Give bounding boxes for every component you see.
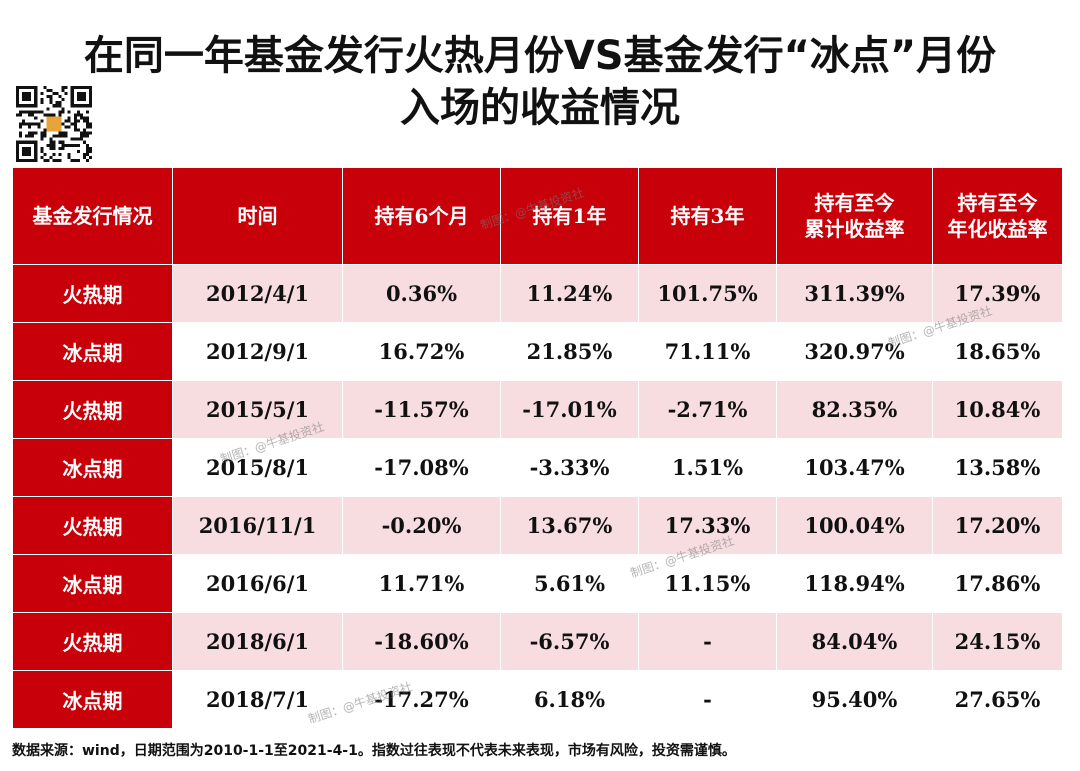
annualized-return-cell: 18.65%: [932, 322, 1063, 381]
date-cell: 2018/6/1: [172, 612, 343, 671]
annualized-return-cell: 17.39%: [932, 264, 1063, 323]
date-cell: 2015/8/1: [172, 438, 343, 497]
hold-1y-cell: 5.61%: [500, 554, 639, 613]
annualized-return-cell: 10.84%: [932, 380, 1063, 439]
hold-3y-cell: -: [638, 670, 777, 729]
annualized-return-cell: 13.58%: [932, 438, 1063, 497]
period-cell: 火热期: [12, 264, 173, 323]
annualized-return-cell: 27.65%: [932, 670, 1063, 729]
table-row: 冰点期 2012/9/1 16.72% 21.85% 71.11% 320.97% 18.6…: [12, 322, 1063, 381]
hold-6m-cell: 16.72%: [342, 322, 501, 381]
date-cell: 2012/4/1: [172, 264, 343, 323]
cumulative-return-cell: 95.40%: [776, 670, 933, 729]
cumulative-return-cell: 311.39%: [776, 264, 933, 323]
table-row: 冰点期 2015/8/1 -17.08% -3.33% 1.51% 103.47% 13.5…: [12, 438, 1063, 497]
hold-3y-cell: -: [638, 612, 777, 671]
column-header: 持有3年: [638, 167, 777, 265]
table-row: 火热期 2012/4/1 0.36% 11.24% 101.75% 311.39% 17.3…: [12, 264, 1063, 323]
cumulative-return-cell: 103.47%: [776, 438, 933, 497]
annualized-return-cell: 17.86%: [932, 554, 1063, 613]
source-note: 数据来源：wind，日期范围为2010-1-1至2021-4-1。指数过往表现不…: [12, 743, 736, 759]
hold-3y-cell: 11.15%: [638, 554, 777, 613]
cumulative-return-cell: 84.04%: [776, 612, 933, 671]
annualized-return-cell: 17.20%: [932, 496, 1063, 555]
period-cell: 冰点期: [12, 438, 173, 497]
hold-6m-cell: -18.60%: [342, 612, 501, 671]
hold-1y-cell: 6.18%: [500, 670, 639, 729]
hold-1y-cell: 13.67%: [500, 496, 639, 555]
hold-6m-cell: -11.57%: [342, 380, 501, 439]
hold-1y-cell: 11.24%: [500, 264, 639, 323]
date-cell: 2016/6/1: [172, 554, 343, 613]
cumulative-return-cell: 320.97%: [776, 322, 933, 381]
date-cell: 2015/5/1: [172, 380, 343, 439]
period-cell: 火热期: [12, 496, 173, 555]
column-header: 持有6个月: [342, 167, 501, 265]
period-cell: 冰点期: [12, 670, 173, 729]
period-cell: 冰点期: [12, 322, 173, 381]
column-header: 持有至今 年化收益率: [932, 167, 1063, 265]
title-line-1: 在同一年基金发行火热月份VS基金发行“冰点”月份: [83, 33, 997, 79]
hold-6m-cell: 11.71%: [342, 554, 501, 613]
qr-code-icon: [16, 86, 92, 162]
hold-1y-cell: -3.33%: [500, 438, 639, 497]
returns-table: 基金发行情况 时间 持有6个月 持有1年 持有3年 持有至今 累计收益率 持有至今 年化收益…: [12, 167, 1063, 729]
cumulative-return-cell: 118.94%: [776, 554, 933, 613]
hold-1y-cell: -17.01%: [500, 380, 639, 439]
table-row: 火热期 2018/6/1 -18.60% -6.57% -84.04% 24.15%: [12, 612, 1063, 671]
page-title: 在同一年基金发行火热月份VS基金发行“冰点”月份 入场的收益情况: [0, 30, 1080, 134]
hold-3y-cell: 17.33%: [638, 496, 777, 555]
hold-3y-cell: 1.51%: [638, 438, 777, 497]
table-row: 冰点期 2018/7/1 -17.27% 6.18% -95.40% 27.65%: [12, 670, 1063, 729]
hold-6m-cell: -17.27%: [342, 670, 501, 729]
column-header: 基金发行情况: [12, 167, 173, 265]
column-header: 持有至今 累计收益率: [776, 167, 933, 265]
table-header-row: 基金发行情况 时间 持有6个月 持有1年 持有3年 持有至今 累计收益率 持有至今 年化收益…: [12, 167, 1063, 265]
date-cell: 2016/11/1: [172, 496, 343, 555]
table-row: 冰点期 2016/6/1 11.71% 5.61% 11.15% 118.94% 17.86…: [12, 554, 1063, 613]
table-row: 火热期 2016/11/1 -0.20% 13.67% 17.33% 100.04% 17.…: [12, 496, 1063, 555]
hold-3y-cell: -2.71%: [638, 380, 777, 439]
hold-6m-cell: 0.36%: [342, 264, 501, 323]
hold-3y-cell: 71.11%: [638, 322, 777, 381]
table-row: 火热期 2015/5/1 -11.57% -17.01% -2.71% 82.35% 10.…: [12, 380, 1063, 439]
title-line-2: 入场的收益情况: [400, 85, 680, 131]
date-cell: 2018/7/1: [172, 670, 343, 729]
cumulative-return-cell: 82.35%: [776, 380, 933, 439]
annualized-return-cell: 24.15%: [932, 612, 1063, 671]
hold-1y-cell: 21.85%: [500, 322, 639, 381]
period-cell: 冰点期: [12, 554, 173, 613]
hold-3y-cell: 101.75%: [638, 264, 777, 323]
hold-6m-cell: -0.20%: [342, 496, 501, 555]
hold-1y-cell: -6.57%: [500, 612, 639, 671]
cumulative-return-cell: 100.04%: [776, 496, 933, 555]
column-header: 时间: [172, 167, 343, 265]
hold-6m-cell: -17.08%: [342, 438, 501, 497]
period-cell: 火热期: [12, 380, 173, 439]
date-cell: 2012/9/1: [172, 322, 343, 381]
column-header: 持有1年: [500, 167, 639, 265]
period-cell: 火热期: [12, 612, 173, 671]
